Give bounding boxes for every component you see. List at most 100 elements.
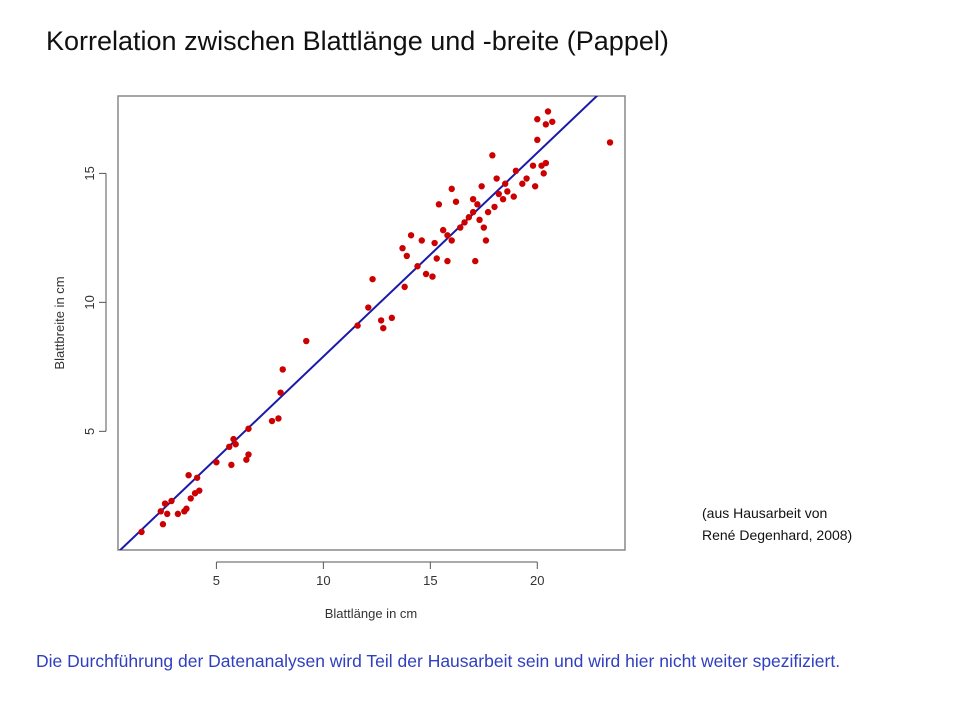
data-point <box>414 263 421 270</box>
data-point <box>529 162 537 169</box>
data-point <box>512 167 520 175</box>
data-point <box>457 224 464 231</box>
data-point <box>448 185 455 193</box>
source-note: (aus Hausarbeit von René Degenhard, 2008… <box>702 502 942 546</box>
data-point <box>174 510 182 518</box>
x-axis: 5 10 15 20 <box>213 561 545 588</box>
data-point <box>303 337 310 345</box>
y-tick-label: 5 <box>82 428 97 435</box>
data-point <box>433 255 440 262</box>
data-point <box>474 201 481 208</box>
data-point <box>369 275 376 283</box>
data-point <box>164 510 171 518</box>
data-point <box>157 508 164 515</box>
data-point <box>365 304 372 311</box>
data-point <box>519 180 526 187</box>
data-point <box>418 237 425 244</box>
data-point <box>161 500 169 507</box>
data-point <box>429 273 436 280</box>
data-point <box>465 214 473 221</box>
data-point <box>484 208 492 216</box>
data-point <box>476 216 483 224</box>
data-point <box>435 201 443 208</box>
data-point <box>542 121 550 128</box>
data-point <box>491 203 498 211</box>
data-point <box>534 136 541 144</box>
data-point <box>187 495 194 502</box>
data-point <box>403 252 410 260</box>
source-note-line: René Degenhard, 2008) <box>702 527 853 543</box>
data-point <box>407 232 415 239</box>
data-point <box>444 257 451 265</box>
data-point <box>502 180 509 187</box>
data-point <box>243 456 250 463</box>
data-point <box>549 118 556 125</box>
data-point <box>245 451 252 458</box>
x-tick-label: 5 <box>213 573 220 588</box>
data-point <box>213 459 220 466</box>
data-point <box>469 195 477 203</box>
data-point <box>439 226 447 234</box>
data-point <box>399 244 406 252</box>
data-point <box>431 239 438 247</box>
x-tick-label: 20 <box>530 573 544 588</box>
data-point <box>482 237 490 244</box>
data-point <box>540 170 547 177</box>
data-point <box>472 257 479 265</box>
data-point <box>245 425 252 432</box>
data-point <box>542 159 550 167</box>
data-point <box>469 208 477 216</box>
y-tick-label: 10 <box>82 295 97 309</box>
data-point <box>168 497 175 505</box>
plot-frame <box>117 95 626 551</box>
data-point <box>401 283 408 291</box>
x-tick-label: 15 <box>423 573 437 588</box>
data-point <box>461 219 468 226</box>
data-point <box>606 139 614 146</box>
data-point <box>504 188 511 195</box>
x-axis-label: Blattlänge in cm <box>325 606 418 621</box>
data-point <box>232 441 239 448</box>
data-point <box>444 232 451 239</box>
data-point <box>226 443 233 451</box>
data-points <box>138 108 614 536</box>
data-point <box>523 175 530 182</box>
data-point <box>422 270 430 278</box>
data-point <box>452 198 460 205</box>
data-point <box>377 317 385 324</box>
y-axis: 5 10 15 <box>82 166 107 435</box>
footer-text: Die Durchführung der Datenanalysen wird … <box>36 651 841 671</box>
data-point <box>193 474 201 481</box>
data-point <box>185 471 192 479</box>
data-point <box>138 528 145 536</box>
data-point <box>277 389 284 396</box>
data-point <box>380 324 387 332</box>
data-point <box>478 183 485 190</box>
y-tick-label: 15 <box>82 166 97 180</box>
regression-line <box>118 96 599 550</box>
data-point <box>159 521 167 528</box>
data-point <box>354 322 361 329</box>
data-point <box>531 183 539 190</box>
scatter-chart: 5 10 15 20 5 10 15 Blattlänge in cm Blattbrei… <box>52 95 626 621</box>
data-point <box>230 435 237 443</box>
data-point <box>279 366 286 373</box>
x-tick-label: 10 <box>316 573 330 588</box>
data-point <box>275 415 282 422</box>
data-point <box>448 237 455 244</box>
data-point <box>495 190 502 198</box>
data-point <box>196 487 203 494</box>
y-axis-label: Blattbreite in cm <box>52 276 67 369</box>
data-point <box>510 193 517 200</box>
data-point <box>493 175 500 182</box>
data-point <box>489 152 496 159</box>
data-point <box>268 417 276 425</box>
data-point <box>534 116 541 123</box>
data-point <box>228 461 235 469</box>
data-point <box>480 224 488 231</box>
data-point <box>544 108 552 115</box>
source-note-line: (aus Hausarbeit von <box>702 505 828 521</box>
slide-title: Korrelation zwischen Blattlänge und -bre… <box>46 26 669 56</box>
data-point <box>499 195 507 203</box>
data-point <box>388 314 396 322</box>
